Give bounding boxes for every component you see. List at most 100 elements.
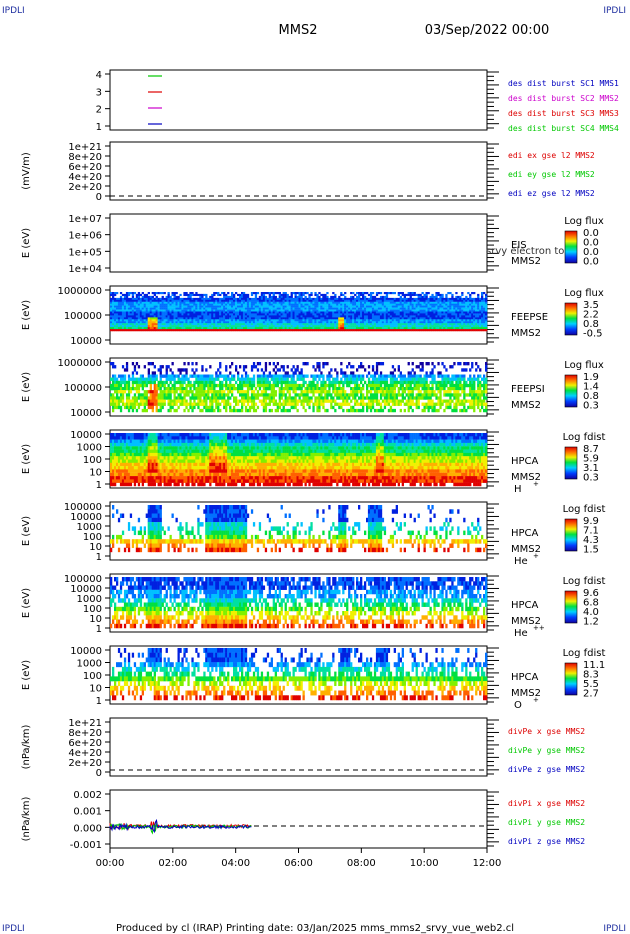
spectrogram-cell xyxy=(350,295,353,299)
spectrogram-cell xyxy=(308,329,311,332)
spectrogram-cell xyxy=(385,301,389,304)
spectrogram-cell xyxy=(175,307,178,310)
spectrogram-cell xyxy=(429,303,432,306)
spectrogram-cell xyxy=(369,299,373,302)
spectrogram-cell xyxy=(151,299,154,302)
y-tick-label: 8e+20 xyxy=(68,152,102,163)
spectrogram-cell xyxy=(485,293,488,297)
spectrogram-cell xyxy=(419,319,422,322)
spectrogram-cell xyxy=(334,329,337,332)
spectrogram-cell xyxy=(127,374,131,378)
spectrogram-cell xyxy=(369,313,373,316)
spectrogram-cell xyxy=(141,383,144,388)
spectrogram-cell xyxy=(290,293,293,297)
spectrogram-cell xyxy=(421,368,424,372)
spectrogram-cell xyxy=(272,315,275,318)
spectrogram-cell xyxy=(121,309,125,312)
spectrogram-cell xyxy=(338,301,341,304)
spectrogram-cell xyxy=(137,323,141,326)
spectrogram-cell xyxy=(348,297,351,301)
spectrogram-cell xyxy=(203,319,206,322)
spectrogram-cell xyxy=(112,315,115,318)
spectrogram-cell xyxy=(137,387,141,391)
spectrogram-cell xyxy=(421,317,424,320)
spectrogram-cell xyxy=(177,323,180,326)
spectrogram-cell xyxy=(239,311,242,314)
spectrogram-cell xyxy=(375,307,379,310)
spectrogram-cell xyxy=(360,377,363,381)
spectrogram-cell xyxy=(449,317,452,320)
spectrogram-cell xyxy=(435,325,438,328)
spectrogram-cell xyxy=(334,305,337,308)
spectrogram-cell xyxy=(167,295,170,299)
spectrogram-cell xyxy=(187,307,190,310)
spectrogram-cell xyxy=(211,297,214,301)
spectrogram-cell xyxy=(479,368,482,372)
spectrogram-cell xyxy=(379,311,383,314)
spectrogram-cell xyxy=(199,315,202,318)
spectrogram-cell xyxy=(373,315,377,318)
spectrogram-cell xyxy=(264,321,268,324)
spectrogram-cell xyxy=(219,315,222,318)
spectrogram-cell xyxy=(294,319,297,322)
spectrogram-cell xyxy=(233,321,236,324)
spectrogram-cell xyxy=(137,305,141,308)
spectrogram-cell xyxy=(344,323,347,326)
spectrogram-cell xyxy=(377,313,381,316)
spectrogram-cell xyxy=(189,323,192,326)
spectrogram-cell xyxy=(318,299,321,302)
spectrogram-cell xyxy=(405,387,408,391)
spectrogram-cell xyxy=(227,301,230,304)
spectrogram-cell xyxy=(183,299,186,302)
spectrogram-cell xyxy=(441,303,444,306)
spectrogram-cell xyxy=(403,305,406,308)
spectrogram-cell xyxy=(369,387,373,391)
spectrogram-cell xyxy=(467,321,470,324)
spectrogram-cell xyxy=(417,301,420,304)
spectrogram-cell xyxy=(362,295,365,299)
spectrogram-cell xyxy=(437,329,440,332)
spectrogram-cell xyxy=(129,299,133,302)
spectrogram-cell xyxy=(191,362,194,366)
spectrogram-cell xyxy=(469,323,472,326)
spectrogram-cell xyxy=(346,377,349,381)
spectrogram-cell xyxy=(145,321,148,324)
spectrogram-cell xyxy=(262,311,266,314)
spectrogram-cell xyxy=(288,313,291,316)
spectrogram-cell xyxy=(344,303,347,306)
spectrogram-cell xyxy=(286,313,289,316)
spectrogram-cell xyxy=(163,309,166,312)
spectrogram-cell xyxy=(119,295,123,299)
spectrogram-cell xyxy=(336,374,339,378)
spectrogram-cell xyxy=(342,305,345,308)
spectrogram-cell xyxy=(258,387,262,391)
spectrogram-cell xyxy=(300,293,303,297)
spectrogram-cell xyxy=(114,305,117,308)
spectrogram-cell xyxy=(379,383,383,388)
spectrogram-cell xyxy=(167,303,170,306)
spectrogram-cell xyxy=(195,311,198,314)
spectrogram-cell xyxy=(451,311,454,314)
spectrogram-cell xyxy=(244,293,248,297)
spectrogram-cell xyxy=(112,292,115,295)
spectrogram-cell xyxy=(133,380,137,385)
spectrogram-cell xyxy=(431,299,434,302)
spectrogram-cell xyxy=(241,301,244,304)
spectrogram-cell xyxy=(221,325,224,328)
spectrogram-cell xyxy=(229,383,232,388)
instrument-label: FEEPSE xyxy=(511,312,548,323)
spectrogram-cell xyxy=(409,377,412,381)
spectrogram-cell xyxy=(342,329,345,332)
spectrogram-cell xyxy=(320,321,323,324)
spectrogram-cell xyxy=(302,383,305,388)
spectrogram-cell xyxy=(116,309,119,312)
spectrogram-cell xyxy=(308,380,311,385)
spectrogram-cell xyxy=(445,383,448,388)
spectrogram-cell xyxy=(387,327,391,330)
spectrogram-cell xyxy=(183,390,186,394)
spectrogram-cell xyxy=(467,377,470,381)
spectrogram-cell xyxy=(356,299,359,302)
spectrogram-cell xyxy=(231,317,234,320)
spectrogram-cell xyxy=(310,297,313,301)
spectrogram-cell xyxy=(473,313,476,316)
